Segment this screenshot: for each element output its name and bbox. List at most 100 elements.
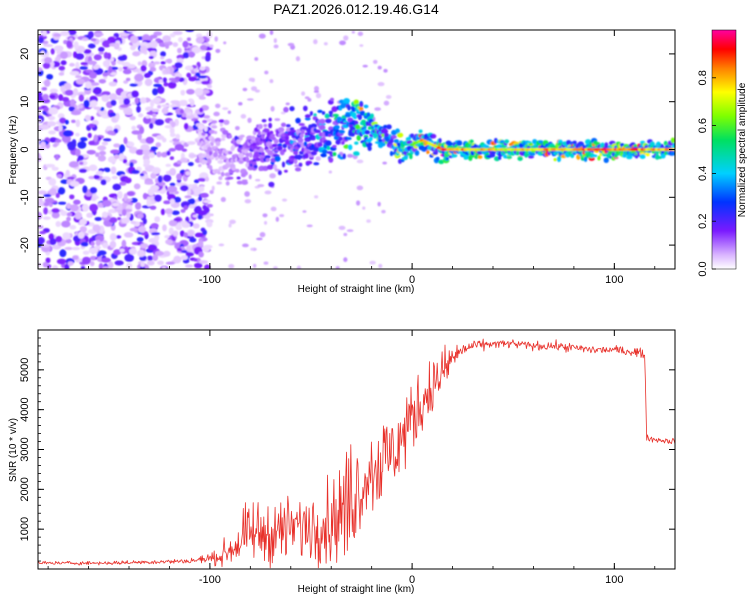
spectrogram-noise-cell	[74, 211, 83, 220]
spectrogram-ridge-cell	[309, 111, 314, 116]
spectrogram-noise-cell	[149, 40, 158, 49]
spectrogram-noise-cell	[48, 115, 56, 121]
spectrogram-noise-cell	[369, 260, 376, 265]
spectrogram-noise-cell	[198, 251, 204, 258]
spectrogram-y-ticks: -20 -10 0 10 20	[19, 34, 675, 265]
spectrogram-noise-cell	[154, 119, 165, 126]
spectrogram-noise-cell	[135, 149, 144, 156]
spectrogram-noise-cell	[167, 185, 178, 193]
spectrogram-noise-cell	[117, 190, 123, 199]
spectrogram-noise-cell	[78, 168, 88, 173]
spectrogram-ridge-cell	[263, 123, 268, 128]
spectrogram-noise-cell	[174, 62, 183, 69]
spectrogram-noise-cell	[88, 175, 95, 180]
spectrogram-ridge-cell	[277, 170, 282, 176]
spectrogram-noise-cell	[315, 92, 322, 99]
spectrogram-noise-cell	[154, 250, 164, 256]
spectrogram-noise-cell	[77, 155, 84, 161]
spectrogram-noise-cell	[88, 247, 99, 254]
spectrogram-noise-cell	[53, 45, 64, 52]
spectrogram-ridge-cell	[264, 155, 271, 159]
spectrogram-noise-cell	[101, 200, 112, 207]
spectrogram-noise-cell	[151, 232, 160, 236]
spectrogram-ridge-cell	[414, 150, 420, 156]
spectrogram-noise-cell	[356, 200, 361, 206]
spectrogram-ridge-cell	[332, 144, 337, 148]
spectrogram-noise-cell	[343, 35, 349, 41]
spectrogram-noise-cell	[93, 106, 102, 110]
spectrogram-noise-cell	[124, 177, 132, 184]
spectrogram-noise-cell	[186, 72, 192, 78]
spectrogram-ridge-cell	[298, 162, 303, 167]
spectrogram-ridge-cell	[396, 132, 404, 138]
spectrogram-ridge-cell	[304, 152, 309, 159]
spectrogram-ridge-cell	[286, 124, 291, 128]
spectrogram-noise-cell	[180, 208, 186, 213]
spectrogram-noise-cell	[175, 133, 181, 140]
spectrogram-noise-cell	[176, 247, 182, 252]
spectrogram-ridge-cell	[228, 134, 233, 139]
spectrogram-noise-cell	[69, 70, 80, 76]
spectrogram-noise-cell	[112, 202, 120, 207]
spectrogram-noise-cell	[214, 36, 219, 42]
spectrogram-noise-cell	[357, 31, 364, 37]
spectrogram-noise-cell	[102, 242, 109, 249]
spectrogram-noise-cell	[88, 123, 96, 128]
spectrogram-noise-cell	[98, 51, 104, 55]
spectrogram-noise-cell	[139, 126, 145, 135]
spectrogram-ridge-cell	[284, 169, 288, 173]
spectrogram-noise-cell	[47, 121, 57, 127]
spectrogram-noise-cell	[106, 125, 114, 132]
spectrogram-noise-cell	[121, 239, 127, 248]
spectrogram-ridge-cell	[326, 145, 331, 151]
spectrogram-noise-cell	[153, 97, 162, 103]
spectrogram-noise-cell	[157, 181, 166, 187]
spectrogram-noise-cell	[160, 208, 166, 216]
spectrogram-noise-cell	[149, 34, 158, 39]
spectrogram-noise-cell	[153, 61, 161, 65]
spectrogram-noise-cell	[117, 217, 122, 221]
spectrogram-noise-cell	[155, 142, 162, 148]
spectrogram-noise-cell	[73, 41, 79, 50]
spectrogram-noise-cell	[275, 216, 280, 222]
spectrogram-ridge-cell	[328, 157, 334, 163]
spectrogram-ridge-cell	[538, 140, 544, 144]
spectrogram-ridge-cell	[217, 171, 221, 175]
spectrogram-noise-cell	[45, 163, 56, 168]
spectrogram-noise-cell	[177, 47, 182, 54]
spectrogram-noise-cell	[38, 196, 43, 203]
spectrogram-noise-cell	[339, 40, 346, 46]
spectrogram-ridge-cell	[280, 122, 287, 128]
spectrogram-noise-cell	[207, 84, 213, 89]
spectrogram-ridge-cell	[269, 133, 276, 138]
spectrogram-ridge-cell	[477, 155, 483, 159]
spectrogram-ridge-cell	[343, 98, 350, 104]
spectrogram-noise-cell	[273, 44, 279, 49]
spectrogram-noise-cell	[66, 202, 71, 210]
spectrogram-noise-cell	[39, 124, 50, 130]
spectrogram-noise-cell	[42, 98, 51, 104]
spectrogram-noise-cell	[81, 203, 89, 212]
spectrogram-noise-cell	[78, 94, 85, 102]
spectrogram-noise-cell	[182, 52, 190, 59]
spectrogram-noise-cell	[313, 86, 320, 92]
spectrogram-noise-cell	[136, 81, 143, 86]
spectrogram-noise-cell	[128, 146, 138, 154]
spectrogram-noise-cell	[171, 79, 179, 83]
spectrogram-noise-cell	[88, 164, 98, 172]
spectrogram-ridge-cell	[197, 124, 205, 130]
y-tick-label: -20	[19, 237, 31, 253]
spectrogram-noise-cell	[273, 266, 278, 269]
spectrogram-noise-cell	[122, 66, 128, 70]
spectrogram-noise-cell	[165, 163, 172, 167]
spectrogram-noise-cell	[113, 154, 120, 159]
spectrogram-noise-cell	[131, 90, 139, 98]
spectrogram-noise-cell	[38, 37, 44, 44]
spectrogram-noise-cell	[204, 54, 211, 62]
spectrogram-noise-cell	[93, 32, 104, 37]
spectrogram-noise-cell	[116, 96, 122, 101]
spectrogram-noise-cell	[134, 73, 144, 82]
spectrogram-noise-cell	[205, 118, 214, 123]
spectrogram-noise-cell	[89, 255, 98, 261]
spectrogram-noise-cell	[67, 30, 77, 36]
